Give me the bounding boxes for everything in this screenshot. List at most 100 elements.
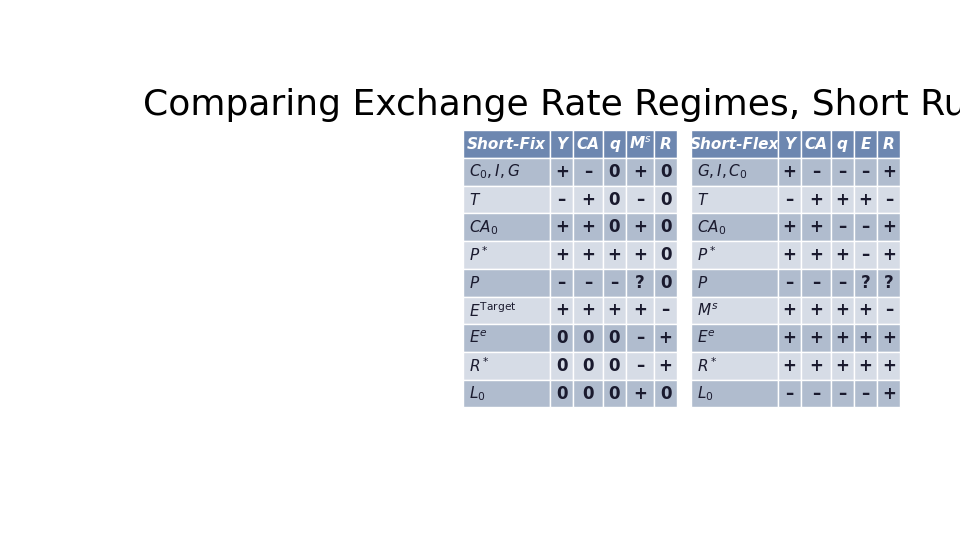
Bar <box>778 241 802 269</box>
Bar <box>654 380 677 408</box>
Text: $\mathit{P}^*$: $\mathit{P}^*$ <box>697 246 716 265</box>
Text: 0: 0 <box>583 329 594 347</box>
Bar <box>550 158 573 186</box>
Text: +: + <box>882 246 896 264</box>
Text: q: q <box>609 137 620 152</box>
Bar <box>877 213 900 241</box>
Bar <box>603 213 626 241</box>
Bar <box>573 269 603 296</box>
Text: 0: 0 <box>556 329 567 347</box>
Text: +: + <box>581 301 595 320</box>
Text: R: R <box>660 137 671 152</box>
Bar <box>654 213 677 241</box>
Text: +: + <box>633 163 647 181</box>
Text: +: + <box>809 246 823 264</box>
Text: +: + <box>782 329 797 347</box>
Bar <box>691 269 778 296</box>
Text: +: + <box>835 357 850 375</box>
Text: –: – <box>812 163 820 181</box>
Bar <box>854 325 877 352</box>
Bar <box>854 186 877 213</box>
Bar <box>550 130 573 158</box>
Text: $\mathit{P^*}$: $\mathit{P^*}$ <box>468 246 489 265</box>
Bar <box>778 158 802 186</box>
Text: +: + <box>608 301 621 320</box>
Text: 0: 0 <box>609 357 620 375</box>
Bar <box>626 213 654 241</box>
Bar <box>550 269 573 296</box>
Bar <box>802 352 830 380</box>
Bar <box>654 325 677 352</box>
Text: +: + <box>835 191 850 208</box>
Bar <box>550 186 573 213</box>
Text: +: + <box>858 357 873 375</box>
Bar <box>550 325 573 352</box>
Text: R: R <box>883 137 895 152</box>
Text: +: + <box>809 357 823 375</box>
Bar <box>854 213 877 241</box>
Bar <box>778 269 802 296</box>
Text: 0: 0 <box>660 191 671 208</box>
Bar <box>626 241 654 269</box>
Text: $\mathit{T}$: $\mathit{T}$ <box>468 192 481 207</box>
Text: 0: 0 <box>660 246 671 264</box>
Text: –: – <box>558 191 565 208</box>
Bar <box>830 186 854 213</box>
Bar <box>654 186 677 213</box>
Text: $\mathit{L}_0$: $\mathit{L}_0$ <box>697 384 713 403</box>
Text: +: + <box>555 218 568 237</box>
Text: +: + <box>633 301 647 320</box>
Bar <box>464 352 550 380</box>
Bar <box>691 158 778 186</box>
Text: –: – <box>812 384 820 403</box>
Text: ?: ? <box>861 274 871 292</box>
Text: +: + <box>882 384 896 403</box>
Bar <box>603 352 626 380</box>
Bar <box>854 158 877 186</box>
Bar <box>603 325 626 352</box>
Bar <box>603 296 626 325</box>
Text: Short-Flex: Short-Flex <box>690 137 780 152</box>
Text: 0: 0 <box>556 384 567 403</box>
Text: +: + <box>809 218 823 237</box>
Text: E: E <box>860 137 871 152</box>
Bar <box>877 186 900 213</box>
Text: +: + <box>858 329 873 347</box>
Text: Y: Y <box>556 137 567 152</box>
Text: –: – <box>636 329 644 347</box>
Bar <box>830 269 854 296</box>
Bar <box>802 158 830 186</box>
Bar <box>464 380 550 408</box>
Bar <box>802 380 830 408</box>
Text: +: + <box>608 246 621 264</box>
Bar <box>603 130 626 158</box>
Bar <box>830 213 854 241</box>
Text: $\mathit{CA}_0$: $\mathit{CA}_0$ <box>468 218 498 237</box>
Bar <box>626 352 654 380</box>
Bar <box>691 213 778 241</box>
Text: +: + <box>809 329 823 347</box>
Bar <box>830 352 854 380</box>
Bar <box>464 186 550 213</box>
Bar <box>654 352 677 380</box>
Text: $\mathit{E}^{\mathrm{Target}}$: $\mathit{E}^{\mathrm{Target}}$ <box>468 301 516 320</box>
Text: $\mathit{R}^*$: $\mathit{R}^*$ <box>697 356 717 375</box>
Bar <box>550 296 573 325</box>
Text: +: + <box>555 246 568 264</box>
Text: –: – <box>861 384 870 403</box>
Text: $\mathit{P}$: $\mathit{P}$ <box>468 275 480 291</box>
Text: +: + <box>782 357 797 375</box>
Text: 0: 0 <box>609 191 620 208</box>
Bar <box>778 296 802 325</box>
Bar <box>877 158 900 186</box>
Text: –: – <box>885 301 893 320</box>
Bar <box>654 269 677 296</box>
Text: +: + <box>858 301 873 320</box>
Bar <box>691 380 778 408</box>
Bar <box>691 296 778 325</box>
Bar <box>464 241 550 269</box>
Bar <box>626 186 654 213</box>
Text: +: + <box>882 329 896 347</box>
Bar <box>603 241 626 269</box>
Text: +: + <box>835 329 850 347</box>
